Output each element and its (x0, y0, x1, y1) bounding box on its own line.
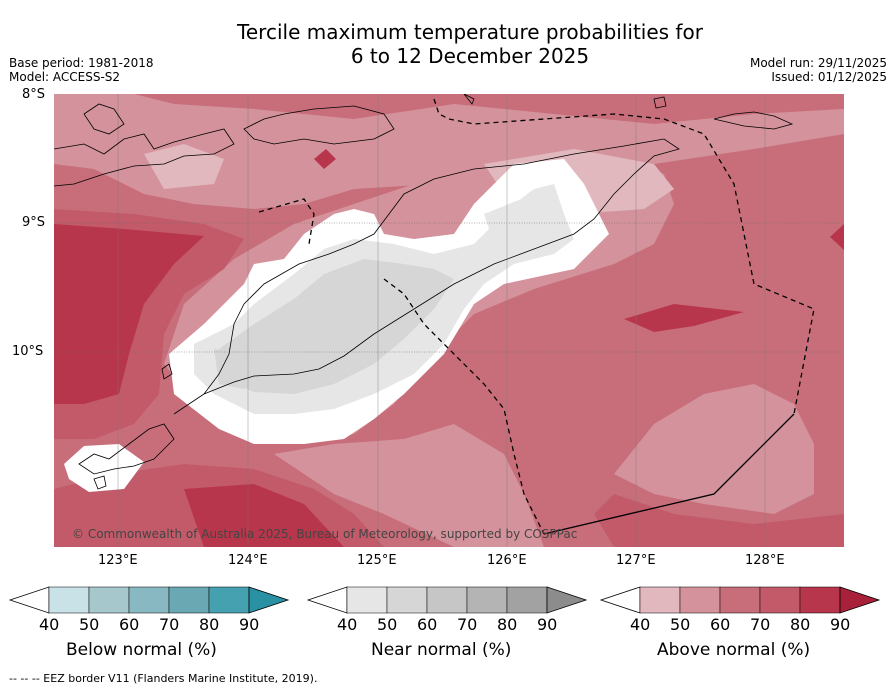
colorbar-below-segment-3 (168, 586, 210, 614)
colorbar-below-tick-50: 50 (79, 615, 100, 634)
southwest-white-blob (64, 444, 144, 492)
colorbar-above-segment-2 (719, 586, 761, 614)
gridlines (54, 222, 844, 353)
south-light-band (274, 424, 544, 547)
lat-label-8s: 8°S (22, 87, 46, 102)
tanimbar-coastline (713, 111, 794, 130)
base-period: Base period: 1981-2018 (9, 56, 154, 70)
colorbar-near-tick-70: 70 (457, 615, 478, 634)
colorbar-below-tick-80: 80 (199, 615, 220, 634)
colorbar-below-arrow-low (8, 586, 50, 614)
colorbar-near-segment-4 (506, 586, 548, 614)
eez-border (258, 98, 815, 535)
colorbar-near-segment-1 (386, 586, 428, 614)
north-top-strip (134, 94, 844, 124)
timor-coastline (173, 138, 680, 415)
colorbar-title-above: Above normal (%) (657, 640, 811, 660)
small-island-n (463, 93, 475, 105)
colorbar-above-tick-80: 80 (790, 615, 811, 634)
colorbar-above-arrow-high (839, 586, 881, 614)
lat-label-9s: 9°S (22, 215, 46, 230)
eez-footer-note: -- -- -- EEZ border V11 (Flanders Marine… (9, 672, 318, 685)
colorbar-above-tick-50: 50 (670, 615, 691, 634)
colorbar-above-segment-3 (759, 586, 801, 614)
near-normal-northeast (484, 194, 559, 244)
colorbar-above-tick-70: 70 (750, 615, 771, 634)
lon-label-126e: 126°E (487, 553, 527, 568)
lon-label-125e: 125°E (357, 553, 397, 568)
southeast-light-band (614, 384, 814, 514)
model-run: Model run: 29/11/2025 (749, 56, 887, 70)
lon-label-127e: 127°E (616, 553, 656, 568)
colorbar-below-normal (8, 586, 290, 614)
pantar-coastline (83, 103, 125, 135)
lon-label-123e: 123°E (98, 553, 138, 568)
small-island-ne (653, 96, 667, 109)
colorbar-below-segment-0 (48, 586, 90, 614)
colorbar-above-segment-0 (639, 586, 681, 614)
colorbar-near-tick-80: 80 (497, 615, 518, 634)
colorbar-below-tick-40: 40 (39, 615, 60, 634)
eez-south-segment (383, 278, 545, 535)
colorbar-near-tick-50: 50 (377, 615, 398, 634)
colorbar-above-segment-4 (799, 586, 841, 614)
title-line-1: Tercile maximum temperature probabilitie… (237, 20, 703, 44)
west-core-blob (54, 224, 204, 404)
colorbar-above-tick-90: 90 (830, 615, 851, 634)
northwest-pale-patch (144, 144, 224, 189)
ndao-coastline (93, 475, 107, 490)
model-name: Model: ACCESS-S2 (9, 70, 121, 84)
colorbar-below-segment-2 (128, 586, 170, 614)
colorbar-near-tick-40: 40 (337, 615, 358, 634)
semau-coastline (161, 363, 173, 380)
colorbar-near-segment-3 (466, 586, 508, 614)
colorbar-below-arrow-high (248, 586, 290, 614)
colorbar-near-tick-60: 60 (417, 615, 438, 634)
forecast-map: © Commonwealth of Australia 2025, Bureau… (53, 93, 844, 547)
coastlines (53, 93, 794, 490)
eez-solid-segment (543, 413, 795, 535)
wetar-coastline (243, 105, 395, 145)
lon-label-128e: 128°E (745, 553, 785, 568)
lat-label-10s: 10°S (12, 344, 44, 359)
colorbar-above-normal (599, 586, 881, 614)
southwest-core (184, 484, 344, 547)
colorbar-near-segment-2 (426, 586, 468, 614)
north-dark-spot (314, 149, 336, 169)
colorbar-near-arrow-low (306, 586, 348, 614)
colorbar-above-arrow-low (599, 586, 641, 614)
issued-date: Issued: 01/12/2025 (771, 70, 887, 84)
flores-alor-coastline (53, 128, 235, 187)
colorbar-near-normal (306, 586, 588, 614)
southeast-dark-band (594, 494, 844, 547)
colorbar-near-tick-90: 90 (537, 615, 558, 634)
near-normal-west-patch (214, 349, 259, 389)
colorbars (8, 586, 881, 614)
lon-gridlines (117, 94, 766, 547)
colorbar-above-tick-60: 60 (710, 615, 731, 634)
map-copyright: © Commonwealth of Australia 2025, Bureau… (72, 527, 577, 541)
colorbar-below-tick-90: 90 (239, 615, 260, 634)
map-svg: © Commonwealth of Australia 2025, Bureau… (53, 93, 844, 547)
near-normal-inner (219, 259, 454, 394)
colorbar-near-segment-0 (346, 586, 388, 614)
east-edge-dark-spot (830, 224, 844, 250)
colorbar-above-segment-1 (679, 586, 721, 614)
title-line-2: 6 to 12 December 2025 (350, 44, 590, 68)
colorbar-below-segment-4 (208, 586, 250, 614)
colorbar-below-segment-1 (88, 586, 130, 614)
colorbar-title-near: Near normal (%) (371, 640, 512, 660)
rote-coastline (78, 423, 175, 475)
lon-label-124e: 124°E (228, 553, 268, 568)
central-dark-spot (624, 304, 744, 332)
colorbar-below-tick-60: 60 (119, 615, 140, 634)
colorbar-near-arrow-high (546, 586, 588, 614)
eez-west-segment (258, 198, 315, 245)
eez-north-east-segment (433, 98, 815, 415)
colorbar-below-tick-70: 70 (159, 615, 180, 634)
colorbar-title-below: Below normal (%) (66, 640, 217, 660)
colorbar-above-tick-40: 40 (630, 615, 651, 634)
